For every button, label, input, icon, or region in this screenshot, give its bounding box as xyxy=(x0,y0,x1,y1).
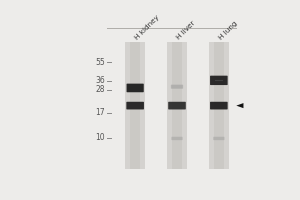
Text: 55: 55 xyxy=(95,58,105,67)
Bar xyxy=(214,42,224,169)
FancyBboxPatch shape xyxy=(168,102,186,109)
FancyBboxPatch shape xyxy=(171,137,183,140)
Bar xyxy=(107,28,238,29)
FancyBboxPatch shape xyxy=(171,85,183,89)
FancyBboxPatch shape xyxy=(213,137,224,140)
FancyBboxPatch shape xyxy=(210,102,228,109)
Bar xyxy=(125,42,145,169)
Bar xyxy=(172,42,182,169)
FancyBboxPatch shape xyxy=(127,84,144,92)
Bar xyxy=(130,42,140,169)
FancyBboxPatch shape xyxy=(126,102,144,109)
Text: 17: 17 xyxy=(95,108,105,117)
Bar xyxy=(167,42,187,169)
Bar xyxy=(209,42,229,169)
Polygon shape xyxy=(236,103,243,108)
FancyBboxPatch shape xyxy=(210,76,228,85)
Text: H kidney: H kidney xyxy=(134,14,161,41)
Text: 36: 36 xyxy=(95,76,105,85)
Text: 28: 28 xyxy=(95,85,105,94)
Text: H lung: H lung xyxy=(218,20,238,41)
Text: H liver: H liver xyxy=(176,20,197,41)
Text: 10: 10 xyxy=(95,133,105,142)
